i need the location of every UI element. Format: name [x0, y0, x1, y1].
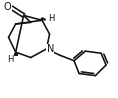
- Text: H: H: [48, 14, 54, 23]
- Text: H: H: [7, 55, 14, 64]
- Text: N: N: [46, 44, 54, 54]
- Text: O: O: [3, 2, 11, 12]
